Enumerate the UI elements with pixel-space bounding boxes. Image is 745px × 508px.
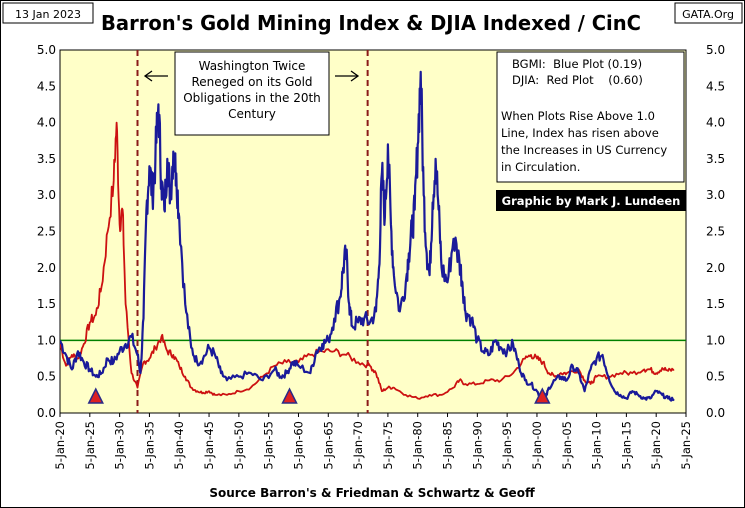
y-tick-label-right: 2.0	[706, 261, 725, 275]
explain-line-3: the Increases in US Currency	[501, 143, 667, 157]
y-tick-label-left: 2.0	[37, 261, 56, 275]
legend-bgmi: BGMI: Blue Plot (0.19)	[512, 57, 642, 71]
x-tick-label: 5-Jan-00	[530, 421, 544, 470]
x-tick-label: 5-Jan-25	[83, 421, 97, 470]
legend-box	[496, 51, 685, 183]
y-tick-label-right: 4.0	[706, 116, 725, 130]
y-tick-label-left: 3.0	[37, 188, 56, 202]
x-tick-label: 5-Jan-90	[470, 421, 484, 470]
y-tick-label-left: 1.5	[37, 297, 56, 311]
legend-djia: DJIA: Red Plot (0.60)	[512, 73, 643, 87]
y-tick-label-left: 1.0	[37, 333, 56, 347]
x-tick-label: 5-Jan-95	[500, 421, 514, 470]
x-tick-label: 5-Jan-50	[232, 421, 246, 470]
washington-note-line-2: Reneged on its Gold	[191, 75, 312, 89]
y-tick-label-left: 4.0	[37, 116, 56, 130]
y-axis-left: 0.0 0.5 1.0 1.5 2.0 2.5 3.0 3.5 4.0 4.5 5.0	[37, 43, 56, 420]
explain-line-4: in Circulation.	[501, 160, 580, 174]
x-tick-label: 5-Jan-10	[590, 421, 604, 470]
explain-line-2: Line, Index has risen above	[501, 126, 659, 140]
low-markers	[87, 387, 551, 404]
source-tag: GATA.Org	[682, 8, 734, 21]
washington-note-box	[174, 51, 330, 136]
x-tick-label: 5-Jan-60	[291, 421, 305, 470]
y-tick-label-left: 0.5	[37, 370, 56, 384]
y-tick-label-right: 3.5	[706, 152, 725, 166]
y-tick-label-left: 5.0	[37, 43, 56, 57]
date-box	[2, 2, 94, 24]
y-tick-label-right: 1.5	[706, 297, 725, 311]
y-axis-right: 0.0 0.5 1.0 1.5 2.0 2.5 3.0 3.5 4.0 4.5 5.0	[706, 43, 725, 420]
y-tick-label-right: 5.0	[706, 43, 725, 57]
y-tick-label-left: 0.0	[37, 406, 56, 420]
low-marker-triangle	[281, 387, 298, 404]
y-tick-label-right: 0.0	[706, 406, 725, 420]
arrow-right-icon	[335, 70, 360, 82]
x-tick-label: 5-Jan-85	[441, 421, 455, 470]
credit-text: Graphic by Mark J. Lundeen	[502, 194, 681, 208]
x-tick-label: 5-Jan-65	[321, 421, 335, 470]
y-tick-label-right: 1.0	[706, 333, 725, 347]
x-tick-label: 5-Jan-20	[649, 421, 663, 470]
y-tick-label-left: 2.5	[37, 225, 56, 239]
y-tick-label-right: 4.5	[706, 79, 725, 93]
x-tick-label: 5-Jan-40	[172, 421, 186, 470]
footer-source: Source Barron's & Friedman & Schwartz & …	[209, 486, 535, 500]
arrow-left-icon	[143, 70, 168, 82]
x-tick-label: 5-Jan-45	[202, 421, 216, 470]
y-tick-label-left: 4.5	[37, 79, 56, 93]
x-tick-label: 5-Jan-35	[142, 421, 156, 470]
x-tick-label: 5-Jan-30	[113, 421, 127, 470]
y-tick-label-left: 3.5	[37, 152, 56, 166]
washington-note-line-1: Washington Twice	[199, 59, 306, 73]
x-tick-label: 5-Jan-70	[351, 421, 365, 470]
series-line-djia	[60, 121, 675, 400]
y-tick-label-right: 3.0	[706, 188, 725, 202]
x-tick-label: 5-Jan-15	[619, 421, 633, 470]
credit-box	[496, 190, 686, 211]
x-axis: 5-Jan-20 5-Jan-25 5-Jan-30 5-Jan-35 5-Jan-40…	[53, 413, 693, 470]
series-line-bgmi	[60, 70, 675, 402]
x-tick-label: 5-Jan-25	[679, 421, 693, 470]
x-tick-label: 5-Jan-20	[53, 421, 67, 470]
x-tick-label: 5-Jan-55	[262, 421, 276, 470]
page-title: Barron's Gold Mining Index & DJIA Indexe…	[101, 11, 641, 35]
low-marker-triangle	[87, 387, 104, 404]
y-tick-label-right: 2.5	[706, 225, 725, 239]
washington-note-line-4: Century	[228, 107, 276, 121]
x-tick-label: 5-Jan-75	[381, 421, 395, 470]
low-marker-triangle	[534, 387, 551, 404]
washington-note-line-3: Obligations in the 20th	[183, 91, 321, 105]
date-label: 13 Jan 2023	[15, 8, 81, 21]
source-tag-box	[674, 2, 743, 24]
y-tick-label-right: 0.5	[706, 370, 725, 384]
explain-line-1: When Plots Rise Above 1.0	[501, 109, 655, 123]
x-tick-label: 5-Jan-80	[411, 421, 425, 470]
x-tick-label: 5-Jan-05	[560, 421, 574, 470]
